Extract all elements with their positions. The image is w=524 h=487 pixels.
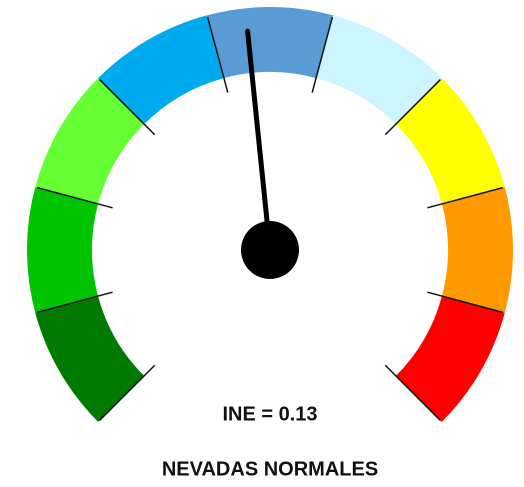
gauge-tick [427,186,503,209]
needle-hub [241,221,299,279]
gauge-tick [384,79,441,136]
gauge-tick [37,291,113,314]
subtitle: NEVADAS NORMALES [162,458,378,480]
gauge-tick [99,79,156,136]
gauge-band [441,187,513,313]
gauge-band [395,296,505,422]
gauge-tick [206,17,229,93]
gauge-band [395,78,505,204]
gauge-tick [384,364,441,421]
gauge-tick [99,364,156,421]
gauge-band [35,78,145,204]
gauge-band [316,15,442,125]
gauge-tick [311,17,334,93]
gauge-band [207,7,333,79]
gauge-tick [427,291,503,314]
value-label: INE = 0.13 [222,403,317,425]
gauge-tick [37,186,113,209]
needle [245,28,273,253]
gauge-band [35,296,145,422]
gauge-band [27,187,99,313]
gauge-band [98,15,224,125]
